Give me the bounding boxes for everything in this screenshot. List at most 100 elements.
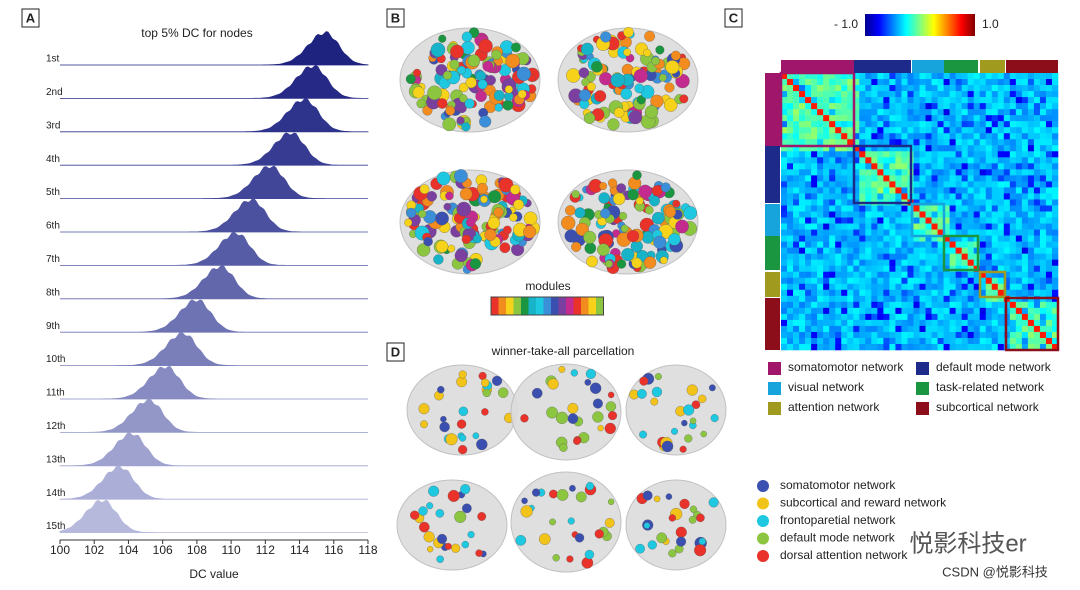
heatmap-cell — [907, 229, 914, 236]
heatmap-cell — [961, 139, 968, 146]
heatmap-cell — [925, 121, 932, 128]
heatmap-cell — [1021, 331, 1029, 339]
heatmap-cell — [799, 283, 806, 291]
heatmap-cell — [1003, 223, 1011, 230]
heatmap-cell — [817, 121, 824, 128]
heatmap-cell — [847, 115, 854, 122]
heatmap-cell — [961, 103, 968, 110]
heatmap-cell — [1009, 151, 1017, 158]
node — [428, 485, 440, 497]
heatmap-cell — [817, 283, 824, 291]
heatmap-cell — [967, 157, 974, 164]
heatmap-cell — [931, 193, 938, 200]
node — [607, 498, 615, 506]
heatmap-cell — [967, 253, 974, 260]
heatmap-cell — [829, 265, 836, 273]
heatmap-cell — [937, 319, 944, 327]
heatmap-cell — [907, 277, 914, 285]
heatmap-cell — [859, 127, 866, 134]
heatmap-cell — [853, 301, 860, 309]
heatmap-cell — [1003, 283, 1011, 291]
node — [456, 116, 465, 125]
heatmap-cell — [1015, 121, 1023, 128]
heatmap-cell — [1033, 283, 1041, 291]
chart-title: top 5% DC for nodes — [141, 26, 252, 40]
heatmap-cell — [949, 283, 956, 291]
heatmap-cell — [913, 127, 920, 134]
heatmap-cell — [991, 301, 999, 309]
node — [440, 415, 447, 423]
heatmap-cell — [961, 187, 968, 194]
heatmap-cell — [865, 187, 872, 194]
heatmap-cell — [817, 145, 824, 152]
heatmap-cell — [847, 343, 854, 351]
heatmap-cell — [877, 313, 884, 321]
heatmap-cell — [1021, 337, 1029, 345]
heatmap-cell — [997, 91, 1005, 98]
heatmap-cell — [943, 91, 950, 98]
heatmap-cell — [925, 151, 932, 158]
heatmap-cell — [823, 301, 830, 309]
heatmap-cell — [817, 85, 824, 92]
heatmap-cell — [889, 73, 896, 80]
heatmap-cell — [1009, 187, 1017, 194]
heatmap-cell — [865, 145, 872, 152]
heatmap-cell — [1051, 91, 1059, 98]
heatmap-cell — [853, 235, 860, 242]
heatmap-cell — [1015, 211, 1023, 218]
row-label: 1st — [46, 54, 60, 65]
heatmap-cell — [841, 133, 848, 140]
heatmap-cell — [991, 79, 999, 86]
node — [472, 432, 480, 440]
heatmap-cell — [859, 253, 866, 260]
heatmap-cell — [847, 79, 854, 86]
heatmap-cell — [919, 277, 926, 285]
heatmap-cell — [853, 133, 860, 140]
heatmap-cell — [811, 157, 818, 164]
heatmap-cell — [895, 301, 902, 309]
heatmap-cell — [961, 163, 968, 170]
heatmap-cell — [943, 97, 950, 104]
heatmap-cell — [997, 307, 1005, 315]
node — [437, 386, 445, 394]
node — [610, 72, 625, 88]
heatmap-cell — [829, 127, 836, 134]
heatmap-cell — [883, 139, 890, 146]
heatmap-cell — [985, 133, 993, 140]
heatmap-cell — [799, 211, 806, 218]
heatmap-cell — [1045, 253, 1053, 260]
heatmap-cell — [931, 127, 938, 134]
heatmap-cell — [1003, 229, 1011, 236]
heatmap-cell — [823, 79, 830, 86]
heatmap-cell — [883, 319, 890, 327]
heatmap-cell — [787, 109, 794, 116]
heatmap-cell — [1045, 79, 1053, 86]
heatmap-cell — [859, 235, 866, 242]
heatmap-cell — [961, 229, 968, 236]
node — [556, 489, 569, 501]
heatmap-cell — [931, 331, 938, 339]
heatmap-cell — [781, 319, 788, 327]
heatmap-cell — [937, 217, 944, 224]
heatmap-cell — [1021, 91, 1029, 98]
heatmap-cell — [877, 223, 884, 230]
heatmap-cell — [799, 145, 806, 152]
heatmap-cell — [1051, 241, 1059, 248]
heatmap-cell — [961, 157, 968, 164]
heatmap-cell — [961, 295, 968, 303]
heatmap-cell — [997, 127, 1005, 134]
heatmap-cell — [913, 295, 920, 303]
heatmap-cell — [973, 205, 981, 212]
heatmap-cell — [1015, 229, 1023, 236]
heatmap-cell — [925, 199, 932, 206]
heatmap-cell — [1009, 247, 1017, 254]
heatmap-cell — [1015, 97, 1023, 104]
heatmap-cell — [979, 259, 987, 266]
heatmap-cell — [1015, 343, 1023, 351]
heatmap-cell — [823, 343, 830, 351]
heatmap-cell — [799, 319, 806, 327]
heatmap-cell — [883, 241, 890, 248]
heatmap-cell — [787, 205, 794, 212]
heatmap-cell — [877, 169, 884, 176]
heatmap-cell — [859, 79, 866, 86]
